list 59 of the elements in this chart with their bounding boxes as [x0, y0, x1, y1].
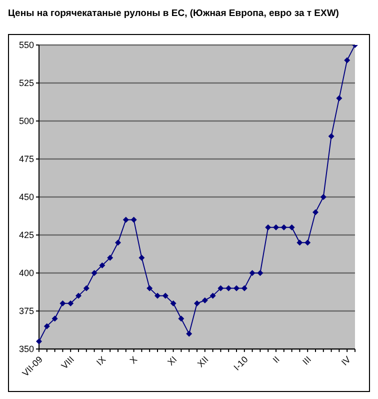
point — [115, 240, 121, 246]
y-tick-label: 375 — [18, 306, 34, 316]
x-tick-label: I-10 — [232, 354, 250, 372]
point — [296, 240, 303, 246]
point — [241, 285, 248, 292]
point — [186, 330, 192, 337]
point — [36, 338, 42, 344]
point — [257, 270, 264, 276]
point — [83, 285, 90, 292]
point — [202, 297, 208, 304]
point — [170, 300, 176, 306]
point — [130, 216, 137, 223]
x-tick-label: XII — [195, 354, 210, 370]
point — [138, 254, 145, 261]
point — [328, 133, 334, 140]
y-tick-label: 450 — [18, 192, 34, 202]
point — [312, 209, 318, 216]
point — [226, 285, 232, 292]
point — [320, 194, 326, 200]
x-tick-label: IX — [94, 354, 108, 368]
point — [91, 270, 98, 276]
point — [44, 323, 50, 330]
y-tick-label: 400 — [18, 268, 34, 278]
point — [273, 224, 279, 230]
point — [336, 95, 342, 102]
point — [146, 285, 153, 292]
x-tick-label: XI — [166, 354, 179, 368]
x-tick-label: X — [128, 354, 140, 366]
point — [249, 270, 256, 276]
point — [304, 240, 311, 246]
point — [154, 292, 160, 299]
x-tick-label: II — [270, 354, 282, 365]
y-tick-label: 550 — [18, 40, 34, 50]
point — [99, 262, 106, 268]
point — [162, 292, 168, 299]
point — [60, 300, 66, 306]
point — [234, 285, 240, 292]
point — [76, 292, 82, 299]
x-tick-label: III — [300, 354, 314, 367]
y-tick-label: 425 — [18, 230, 34, 240]
point — [288, 224, 295, 230]
point — [68, 300, 74, 306]
chart-title: Цены на горячекатаные рулоны в ЕС, (Южная Европа, евро за т EXW) — [8, 8, 340, 21]
point — [210, 292, 216, 299]
y-tick-label: 475 — [18, 154, 34, 164]
point — [178, 316, 184, 322]
y-tick-label: 500 — [18, 116, 34, 126]
y-tick-label: 350 — [18, 344, 34, 354]
point — [107, 254, 114, 261]
point — [52, 316, 58, 322]
x-tick-label: IV — [339, 354, 353, 368]
x-tick-label: VIII — [59, 354, 76, 371]
point — [218, 285, 224, 292]
point — [122, 216, 129, 223]
point — [265, 224, 272, 230]
point — [344, 57, 350, 64]
point — [280, 224, 287, 230]
point — [194, 300, 200, 306]
y-tick-label: 525 — [18, 78, 34, 88]
